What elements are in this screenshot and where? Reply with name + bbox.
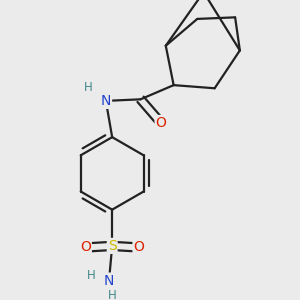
Text: S: S: [108, 239, 116, 253]
Text: H: H: [84, 81, 93, 94]
Text: O: O: [80, 241, 91, 254]
Text: N: N: [104, 274, 114, 288]
Text: N: N: [101, 94, 111, 108]
Text: H: H: [108, 289, 116, 300]
Text: H: H: [87, 269, 96, 282]
Text: O: O: [134, 241, 144, 254]
Text: O: O: [156, 116, 167, 130]
